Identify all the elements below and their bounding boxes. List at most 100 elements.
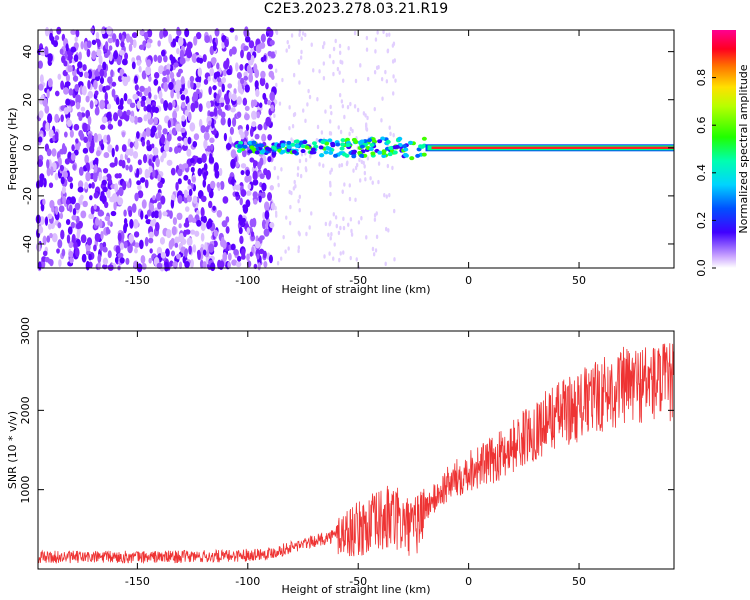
heatmap-noise-dot [47,258,53,265]
heatmap-faint-dot [332,59,335,65]
heatmap-noise-dot [174,236,180,244]
heatmap-noise-dot [103,152,110,159]
heatmap-noise-dot [231,259,238,266]
heatmap-faint-dot [380,118,383,123]
heatmap-noise-dot [139,29,145,36]
heatmap-faint-dot [318,69,321,74]
heatmap-noise-dot [80,106,86,112]
heatmap-noise-dot [125,164,129,171]
snr-y-ticks: 1000 2000 3000 [19,317,674,504]
heatmap-faint-dot [291,124,295,129]
heatmap-faint-dot [328,251,331,256]
heatmap-faint-dot [362,111,366,116]
heatmap-noise-dot [96,48,102,57]
heatmap-noise-dot [120,41,125,48]
heatmap-noise-dot [235,184,241,191]
heatmap-signal-dot [251,140,257,145]
heatmap-noise-dot [219,180,225,191]
heatmap-noise-dot [128,43,133,52]
heatmap-signal-dot [340,138,346,143]
heatmap-noise-dot [258,195,262,203]
heatmap-noise-dot [104,85,111,91]
heatmap-noise-dot [124,222,129,228]
heatmap-faint-dot [386,48,390,53]
heatmap-noise-dot [238,214,243,224]
heatmap-noise-dot [66,234,71,244]
heatmap-noise-dot [126,75,131,83]
heatmap-noise-dot [197,250,201,261]
heatmap-faint-dot [338,70,341,75]
heatmap-noise-dot [202,179,207,188]
heatmap-faint-dot [350,228,353,234]
heatmap-noise-dot [146,112,152,120]
heatmap-noise-dot [68,204,73,213]
heatmap-noise-dot [117,119,123,127]
snr-x-ticks: -150 -100 -50 0 50 [125,331,586,588]
heatmap-noise-dot [102,167,109,174]
heatmap-noise-dot [237,83,243,94]
heatmap-noise-dot [180,76,185,85]
heatmap-noise-dot [177,178,182,185]
heatmap-noise-dot [151,105,156,113]
heatmap-faint-dot [392,91,395,96]
heatmap-noise-dot [102,186,108,193]
heatmap-noise-dot [261,219,267,230]
heatmap-noise-dot [115,144,119,152]
heatmap-noise-dot [269,222,275,229]
heatmap-noise-dot [119,101,124,108]
heatmap-noise-dot [148,237,154,244]
heatmap-noise-dot [141,199,147,209]
heatmap-noise-dot [113,112,119,122]
heatmap-noise-dot [132,151,139,159]
heatmap-noise-dot [159,30,164,40]
heatmap-noise-dot [165,228,172,239]
heatmap-faint-dot [298,208,301,213]
heatmap-y-ticks: -40 -20 0 20 40 [21,45,674,253]
heatmap-noise-dot [244,36,251,43]
heatmap-noise-dot [124,52,129,60]
heatmap-noise-dot [97,39,101,48]
heatmap-noise-dot [151,143,155,149]
heatmap-faint-dot [337,125,340,130]
heatmap-signal-dot [258,143,264,148]
heatmap-faint-dot [300,152,304,157]
heatmap-noise-dot [147,29,153,38]
heatmap-noise-dot [54,113,60,123]
heatmap-noise-dot [270,104,275,112]
heatmap-noise-dot [207,218,213,229]
heatmap-noise-dot [200,232,205,242]
heatmap-noise-dot [268,254,273,264]
heatmap-noise-dot [65,43,69,52]
heatmap-signal-dot [271,151,277,156]
heatmap-faint-dot [358,178,362,183]
colorbar: 0.0 0.2 0.4 0.6 0.8 Normalized spectral ampl… [695,30,750,277]
heatmap-faint-dot [349,255,352,261]
heatmap-noise-dot [241,248,246,258]
heatmap-signal-dot [324,141,330,146]
heatmap-faint-dot [353,30,357,36]
heatmap-noise-dot [160,251,167,259]
heatmap-faint-dot [289,204,292,210]
heatmap-noise-dot [184,109,189,117]
heatmap-faint-dot [304,32,307,38]
heatmap-noise-dot [247,183,252,190]
heatmap-noise-dot [166,133,172,142]
heatmap-noise-dot [192,91,199,102]
heatmap-signal-dot [335,142,341,147]
heatmap-noise-dot [176,212,183,221]
heatmap-faint-dot [322,163,325,168]
heatmap-noise-dot [148,165,153,173]
heatmap-noise-dot [235,161,240,168]
heatmap-noise-dot [90,139,95,150]
heatmap-signal-dot [332,153,338,158]
heatmap-noise-dot [102,241,107,249]
heatmap-noise-dot [93,191,99,199]
heatmap-noise-dot [192,195,198,204]
heatmap-noise-dot [133,247,138,254]
heatmap-faint-dot [288,189,291,195]
heatmap-noise-dot [175,123,182,132]
heatmap-faint-dot [273,113,276,118]
heatmap-noise-dot [231,93,237,102]
heatmap-noise-dot [92,172,98,183]
heatmap-noise-dot [240,163,247,169]
